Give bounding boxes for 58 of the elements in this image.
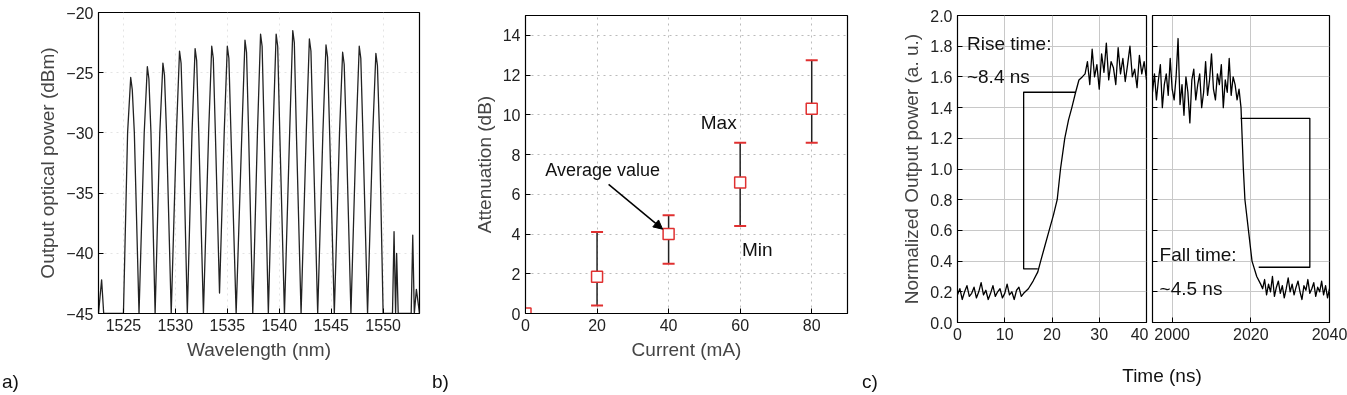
- x-axis-title: Time (ns): [1122, 364, 1202, 388]
- annotation: Fall time:: [1159, 244, 1237, 266]
- y-axis-title: Output optical power (dBm): [37, 47, 59, 279]
- y-tick-label: 1.6: [930, 68, 953, 86]
- x-tick-label: 60: [731, 316, 750, 334]
- y-tick-label: −25: [66, 64, 94, 82]
- y-tick-label: 0.4: [930, 253, 953, 271]
- text: b): [432, 370, 449, 394]
- x-tick-label: 1530: [157, 316, 194, 334]
- annotation: Min: [742, 238, 773, 260]
- x-tick-label: 2020: [1233, 325, 1269, 343]
- y-tick-label: 6: [511, 186, 521, 204]
- y-tick-label: 0.8: [930, 191, 953, 209]
- y-tick-label: 0.6: [930, 222, 953, 240]
- x-axis-title: Current (mA): [631, 338, 742, 360]
- x-tick-label: 1535: [209, 316, 246, 334]
- y-tick-label: 12: [502, 67, 521, 85]
- annotation: Rise time:: [966, 32, 1052, 54]
- annotation: Average value: [545, 159, 660, 180]
- x-tick-label: 1550: [365, 316, 402, 334]
- x-tick-label: 2000: [1154, 325, 1191, 343]
- y-tick-label: 1.8: [930, 38, 953, 56]
- y-tick-label: 4: [511, 226, 521, 244]
- x-tick-label: 1540: [261, 316, 298, 334]
- x-tick-label: 10: [995, 325, 1014, 343]
- y-tick-label: −30: [66, 124, 94, 142]
- x-tick-label: 80: [802, 316, 821, 334]
- y-tick-label: 10: [502, 106, 521, 124]
- y-tick-label: 0: [511, 305, 521, 323]
- y-tick-label: 1.2: [930, 130, 953, 148]
- y-tick-label: −45: [66, 305, 94, 323]
- y-tick-label: 0.2: [930, 283, 953, 301]
- y-tick-label: 8: [511, 146, 521, 164]
- annotation: ~8.4 ns: [966, 66, 1030, 88]
- y-tick-label: −40: [66, 245, 94, 263]
- y-tick-label: 2.0: [930, 7, 953, 25]
- x-tick-label: 1525: [105, 316, 142, 334]
- y-tick-label: 1.0: [930, 161, 953, 178]
- y-tick-label: −35: [66, 185, 94, 203]
- x-tick-label: 20: [1043, 325, 1061, 343]
- x-tick-label: 20: [588, 316, 607, 334]
- y-tick-label: 2: [511, 265, 521, 283]
- x-tick-label: 40: [1130, 325, 1149, 343]
- y-tick-label: 1.4: [930, 99, 953, 117]
- x-tick-label: 30: [1090, 325, 1109, 343]
- y-axis-title: Attenuation (dB): [473, 95, 495, 234]
- y-tick-label: 0.0: [930, 314, 953, 332]
- annotation: Max: [700, 112, 738, 134]
- x-tick-label: 1545: [313, 316, 350, 334]
- y-tick-label: −20: [66, 4, 94, 22]
- x-tick-label: 40: [659, 316, 678, 334]
- y-axis-title: Normalized Output power (a. u.): [901, 33, 923, 305]
- x-tick-label: 2040: [1311, 325, 1347, 343]
- y-tick-label: 14: [502, 27, 521, 45]
- x-axis-title: Wavelength (nm): [187, 338, 331, 360]
- text: a): [2, 370, 19, 394]
- text: c): [862, 370, 878, 394]
- annotation: ~4.5 ns: [1159, 278, 1223, 300]
